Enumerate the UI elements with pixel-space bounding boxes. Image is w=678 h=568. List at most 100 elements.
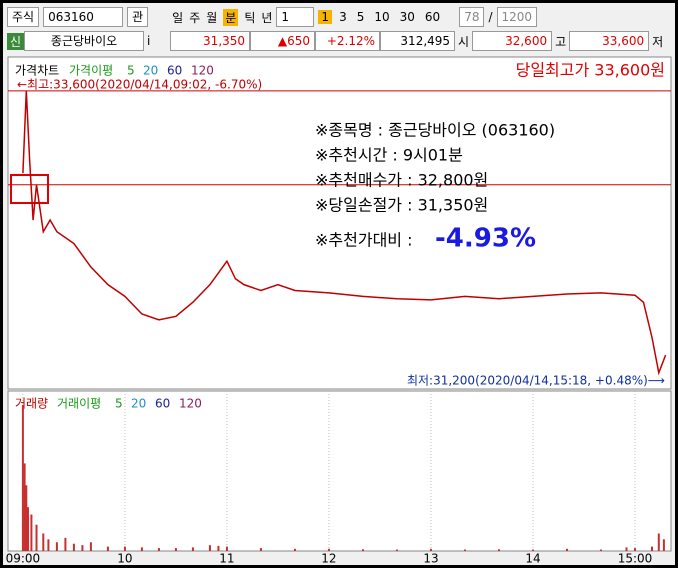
volume-bar bbox=[395, 549, 398, 551]
low-label: 저 bbox=[652, 34, 664, 49]
count-select[interactable]: 1 bbox=[276, 7, 315, 27]
period-button[interactable]: 년 bbox=[261, 10, 273, 25]
interval-button[interactable]: 5 bbox=[356, 10, 365, 24]
interval-button[interactable]: 10 bbox=[374, 10, 390, 24]
volume-bar bbox=[81, 545, 84, 551]
volume-bar bbox=[293, 548, 296, 551]
low-note: 최저:31,200(2020/04/14,15:18, +0.48%)⟶ bbox=[407, 374, 665, 388]
rate: +2.12% bbox=[315, 31, 381, 51]
volume-bar bbox=[21, 405, 24, 551]
market-select[interactable]: 주식 bbox=[7, 7, 40, 27]
legend-ma: 20 bbox=[143, 64, 158, 78]
legend-ma-label: 거래이평 bbox=[57, 397, 101, 411]
volume-bar bbox=[208, 545, 211, 551]
sep: / bbox=[488, 10, 493, 24]
volume-bar bbox=[657, 533, 660, 551]
flag: 신 bbox=[7, 32, 25, 50]
volume-bar bbox=[217, 545, 220, 551]
volume-bar bbox=[72, 543, 75, 551]
interval-button[interactable]: 3 bbox=[339, 10, 347, 24]
chart: 가격차트 가격이평 5 20 60 120 09:00 10 11 12 13 14 15:00 당일최고… bbox=[6, 56, 672, 566]
x-tick-label: 09:00 bbox=[6, 552, 41, 566]
volume-bar bbox=[174, 548, 177, 551]
volume-bar bbox=[191, 547, 194, 551]
legend-ma: 5 bbox=[127, 64, 135, 78]
note: ※당일손절가 : 31,350원 bbox=[315, 196, 488, 215]
volume-bar bbox=[497, 549, 500, 551]
code-input[interactable]: 063160 bbox=[43, 7, 124, 27]
interval-button[interactable]: 30 bbox=[399, 10, 415, 24]
tab[interactable]: 관 bbox=[127, 7, 149, 27]
volume-bar bbox=[327, 548, 330, 551]
open: 32,600 bbox=[472, 31, 553, 51]
volume-bar bbox=[35, 524, 38, 551]
legend-ma: 120 bbox=[179, 397, 202, 411]
volume-bar bbox=[123, 546, 126, 551]
highlight-box bbox=[10, 174, 49, 204]
x-tick-label: 10 bbox=[117, 552, 132, 566]
volume-bar bbox=[463, 549, 466, 551]
intervals: 1 3 5 10 30 60 bbox=[318, 10, 443, 24]
open-label: 시 bbox=[458, 34, 470, 49]
quote-bar: 신 종근당바이오 i 31,350 ▲650 +2.12% 312,495 시 … bbox=[3, 30, 675, 52]
diff-label: ※추천가대비 : bbox=[315, 231, 412, 250]
x-tick-label: 13 bbox=[423, 552, 438, 566]
x-tick-label: 14 bbox=[525, 552, 540, 566]
volume-panel bbox=[7, 390, 672, 552]
volume-bar bbox=[225, 546, 228, 551]
volume-bar bbox=[140, 547, 143, 551]
volume-bar bbox=[662, 539, 665, 551]
period-button[interactable]: 틱 bbox=[244, 10, 256, 25]
volume-bar bbox=[30, 514, 33, 551]
volume-bar bbox=[531, 549, 534, 551]
legend-ma: 120 bbox=[191, 64, 214, 78]
legend-ma: 60 bbox=[167, 64, 182, 78]
interval-button[interactable]: 60 bbox=[424, 10, 441, 24]
high: 33,600 bbox=[569, 31, 650, 51]
x-tick-label: 12 bbox=[321, 552, 336, 566]
volume-bar bbox=[599, 549, 602, 551]
change: ▲650 bbox=[250, 31, 316, 51]
volume-bar bbox=[259, 548, 262, 551]
note: ※종목명 : 종근당바이오 (063160) bbox=[315, 121, 555, 140]
volume-bar bbox=[64, 537, 67, 551]
volume: 312,495 bbox=[380, 31, 456, 51]
period-button[interactable]: 월 bbox=[206, 10, 218, 25]
legend-ma: 5 bbox=[115, 397, 123, 411]
high-note: ←최고:33,600(2020/04/14,09:02, -6.70%) bbox=[17, 78, 262, 92]
interval-button[interactable]: 1 bbox=[318, 10, 333, 24]
price: 31,350 bbox=[170, 31, 251, 51]
headline: 당일최고가 33,600원 bbox=[516, 61, 665, 80]
volume-bar bbox=[361, 549, 364, 551]
diff: -4.93% bbox=[435, 224, 536, 254]
volume-bar bbox=[157, 548, 160, 551]
x-tick-label: 15:00 bbox=[618, 552, 653, 566]
price-line bbox=[22, 90, 667, 376]
volume-bar bbox=[25, 485, 28, 551]
period-button[interactable]: 일 bbox=[172, 10, 184, 25]
zoom[interactable]: 78 bbox=[459, 7, 485, 27]
note: ※추천시간 : 9시01분 bbox=[315, 146, 463, 165]
volume-bar bbox=[89, 542, 92, 551]
volume-bar bbox=[106, 546, 109, 551]
volume-bar bbox=[650, 546, 653, 551]
stock-name[interactable]: 종근당바이오 bbox=[24, 31, 145, 51]
legend-title: 거래량 bbox=[15, 397, 48, 411]
volume-bar bbox=[565, 548, 568, 551]
legend-ma-label: 가격이평 bbox=[69, 64, 113, 78]
legend-ma: 60 bbox=[155, 397, 170, 411]
volume-bar bbox=[429, 548, 432, 551]
high-label: 고 bbox=[555, 34, 567, 49]
period-button[interactable]: 분 bbox=[223, 8, 239, 26]
note: ※추천매수가 : 32,800원 bbox=[315, 171, 488, 190]
period-button[interactable]: 주 bbox=[189, 10, 201, 25]
volume-bar bbox=[27, 507, 30, 551]
volume-bar bbox=[625, 547, 628, 551]
volume-bar bbox=[23, 463, 26, 551]
legend-title: 가격차트 bbox=[15, 64, 59, 78]
info[interactable]: i bbox=[147, 34, 151, 48]
volume-bar bbox=[55, 542, 58, 551]
total[interactable]: 1200 bbox=[496, 7, 538, 27]
